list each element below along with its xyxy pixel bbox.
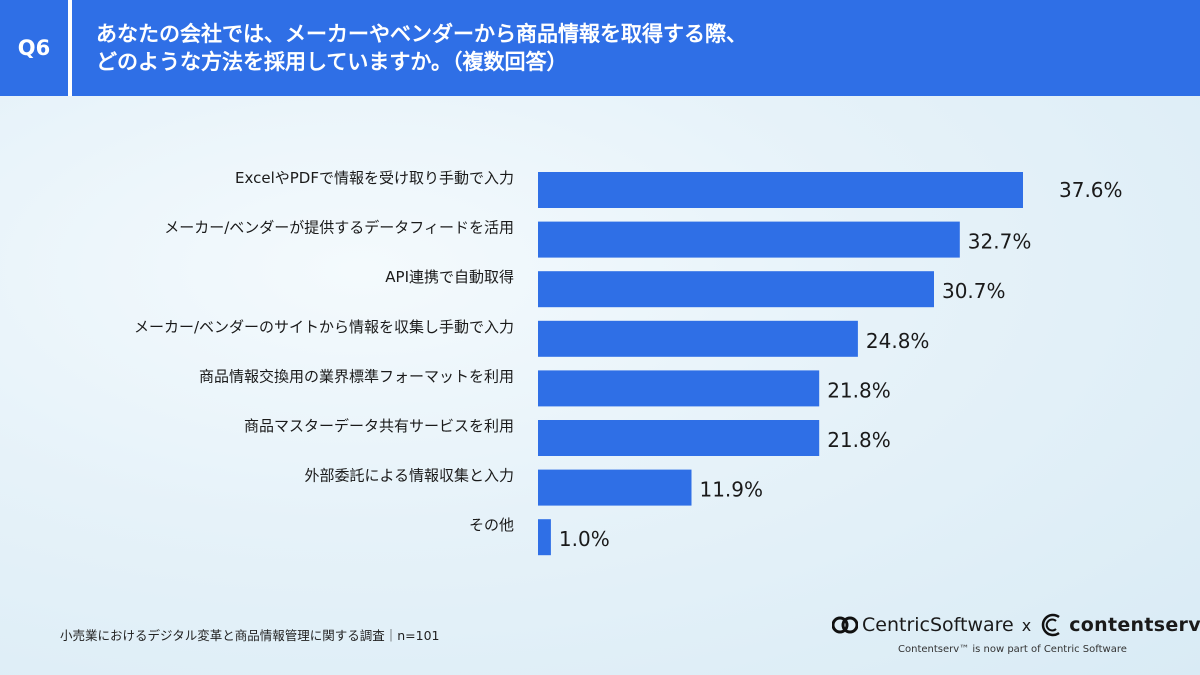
bar [538,320,858,357]
category-label: その他 [469,516,514,534]
value-label: 21.8% [827,428,891,452]
bar [538,271,934,308]
contentserv-logo-icon [1042,613,1060,637]
category-label: 商品情報交換用の業界標準フォーマットを利用 [199,367,514,385]
value-label: 30.7% [942,279,1006,303]
question-title-line-1: あなたの会社では、メーカーやベンダーから商品情報を取得する際、 [96,21,747,46]
bar [538,519,551,556]
category-label: API連携で自動取得 [385,268,514,286]
header-banner: Q6 あなたの会社では、メーカーやベンダーから商品情報を取得する際、 どのような… [0,0,1200,96]
bar [538,172,1023,208]
category-label: メーカー/ベンダーのサイトから情報を収集し手動で入力 [134,318,514,336]
bar [538,420,820,456]
survey-note: 小売業におけるデジタル変革と商品情報管理に関する調査｜n=101 [60,628,440,643]
bar [538,469,692,506]
category-label: メーカー/ベンダーが提供するデータフィードを活用 [164,219,514,237]
value-label: 24.8% [866,329,930,353]
question-title-line-2: どのような方法を採用していますか。（複数回答） [96,50,568,74]
bar [538,221,960,258]
bar [538,370,820,407]
question-title: あなたの会社では、メーカーやベンダーから商品情報を取得する際、 どのような方法を… [72,20,747,77]
centric-logo-icon [832,616,858,634]
category-label: 商品マスターデータ共有サービスを利用 [244,417,514,435]
value-label: 37.6% [1059,178,1123,202]
value-label: 21.8% [827,378,891,402]
brand-logos: CentricSoftware x contentserv [832,612,1200,638]
value-label: 32.7% [968,230,1032,254]
question-number: Q6 [0,0,72,96]
brand-subtitle: Contentserv™ is now part of Centric Soft… [898,644,1127,655]
value-label: 1.0% [559,527,610,551]
category-label: 外部委託による情報収集と入力 [304,467,514,485]
centric-software-wordmark: CentricSoftware [862,614,1014,636]
brand-times-sign: x [1021,615,1032,635]
value-label: 11.9% [699,478,763,502]
contentserv-wordmark: contentserv [1069,614,1200,636]
category-label: ExcelやPDFで情報を受け取り手動で入力 [235,169,514,187]
